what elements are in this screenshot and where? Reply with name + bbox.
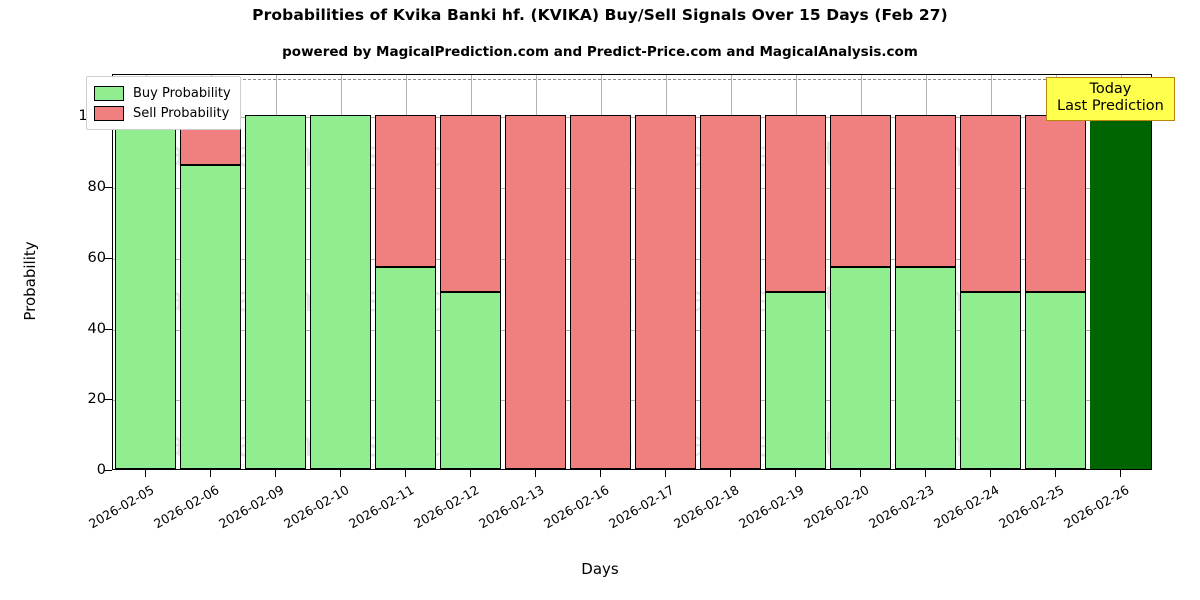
y-axis-label: Probability	[21, 241, 39, 321]
x-axis-tick	[1054, 470, 1056, 477]
bar-group[interactable]	[180, 75, 241, 469]
x-axis-tick	[274, 470, 276, 477]
bar-segment-buy[interactable]	[440, 292, 501, 469]
chart-legend: Buy Probability Sell Probability	[86, 76, 241, 130]
x-axis-tick	[924, 470, 926, 477]
bar-group[interactable]	[310, 75, 371, 469]
x-axis-tick	[599, 470, 601, 477]
y-axis-tick	[104, 328, 112, 330]
x-axis-tick	[144, 470, 146, 477]
bar-group[interactable]	[505, 75, 566, 469]
bar-group[interactable]	[245, 75, 306, 469]
bar-segment-buy[interactable]	[1025, 292, 1086, 469]
y-axis-tick-label: 60	[87, 249, 106, 266]
bar-segment-sell[interactable]	[375, 115, 436, 268]
bar-group[interactable]	[635, 75, 696, 469]
y-axis-tick-label: 20	[87, 391, 106, 408]
bar-group[interactable]	[960, 75, 1021, 469]
gridline-horizontal	[113, 400, 1151, 402]
bar-segment-today[interactable]	[1090, 115, 1151, 469]
bar-group[interactable]	[1090, 75, 1151, 469]
bar-segment-sell[interactable]	[960, 115, 1021, 293]
bar-group[interactable]	[895, 75, 956, 469]
bar-segment-buy[interactable]	[830, 267, 891, 469]
reference-dashed-line	[113, 78, 1151, 80]
bar-group[interactable]	[570, 75, 631, 469]
gridline-horizontal	[113, 188, 1151, 190]
bar-group[interactable]	[440, 75, 501, 469]
gridline-horizontal	[113, 329, 1151, 331]
y-axis-tick	[104, 187, 112, 189]
bar-group[interactable]	[375, 75, 436, 469]
bar-segment-buy[interactable]	[245, 115, 306, 469]
x-axis-tick	[729, 470, 731, 477]
bar-segment-buy[interactable]	[765, 292, 826, 469]
bar-segment-buy[interactable]	[115, 115, 176, 469]
bar-segment-buy[interactable]	[895, 267, 956, 469]
y-axis-tick	[104, 399, 112, 401]
legend-item-buy[interactable]: Buy Probability	[94, 83, 231, 103]
legend-label-sell: Sell Probability	[133, 105, 230, 121]
bar-segment-sell[interactable]	[700, 115, 761, 469]
bar-segment-sell[interactable]	[895, 115, 956, 268]
bar-group[interactable]	[830, 75, 891, 469]
bar-segment-sell[interactable]	[570, 115, 631, 469]
y-axis-tick	[104, 470, 112, 472]
x-axis-tick	[1119, 470, 1121, 477]
bar-segment-buy[interactable]	[180, 164, 241, 469]
chart-subtitle: powered by MagicalPrediction.com and Pre…	[282, 44, 918, 60]
legend-item-sell[interactable]: Sell Probability	[94, 103, 231, 123]
today-annotation-line1: Today	[1089, 81, 1132, 97]
x-axis-tick	[534, 470, 536, 477]
bar-segment-buy[interactable]	[960, 292, 1021, 469]
x-axis-tick	[404, 470, 406, 477]
bar-group[interactable]	[765, 75, 826, 469]
bar-segment-sell[interactable]	[635, 115, 696, 469]
bar-segment-sell[interactable]	[765, 115, 826, 293]
bar-segment-sell[interactable]	[830, 115, 891, 268]
today-annotation: Today Last Prediction	[1046, 77, 1175, 122]
bar-segment-sell[interactable]	[505, 115, 566, 469]
x-axis-tick	[469, 470, 471, 477]
gridline-horizontal	[113, 117, 1151, 119]
x-axis-tick	[339, 470, 341, 477]
x-axis-tick	[664, 470, 666, 477]
y-axis-tick-label: 0	[96, 462, 106, 478]
bar-group[interactable]	[115, 75, 176, 469]
plot-area: MagicalAnalysis.comMagicalPrediction.com…	[112, 74, 1152, 470]
y-axis-tick-label: 40	[87, 320, 106, 337]
today-annotation-line2: Last Prediction	[1057, 98, 1164, 115]
bar-segment-buy[interactable]	[310, 115, 371, 469]
bar-segment-sell[interactable]	[1025, 115, 1086, 293]
gridline-horizontal	[113, 258, 1151, 260]
x-axis-tick	[794, 470, 796, 477]
bar-segment-sell[interactable]	[440, 115, 501, 293]
y-axis-tick	[104, 257, 112, 260]
y-axis-tick-label: 80	[87, 179, 106, 196]
bar-segment-buy[interactable]	[375, 267, 436, 469]
legend-swatch-buy	[94, 85, 124, 101]
bars-layer	[113, 75, 1151, 469]
chart-title: Probabilities of Kvika Banki hf. (KVIKA)…	[252, 6, 948, 24]
legend-swatch-sell	[94, 105, 124, 121]
bar-group[interactable]	[1025, 75, 1086, 469]
bar-group[interactable]	[700, 75, 761, 469]
x-axis-tick	[989, 470, 991, 477]
x-axis-tick	[859, 470, 861, 477]
x-axis-label: Days	[581, 560, 619, 578]
legend-label-buy: Buy Probability	[133, 85, 231, 101]
x-axis-tick	[209, 470, 211, 477]
